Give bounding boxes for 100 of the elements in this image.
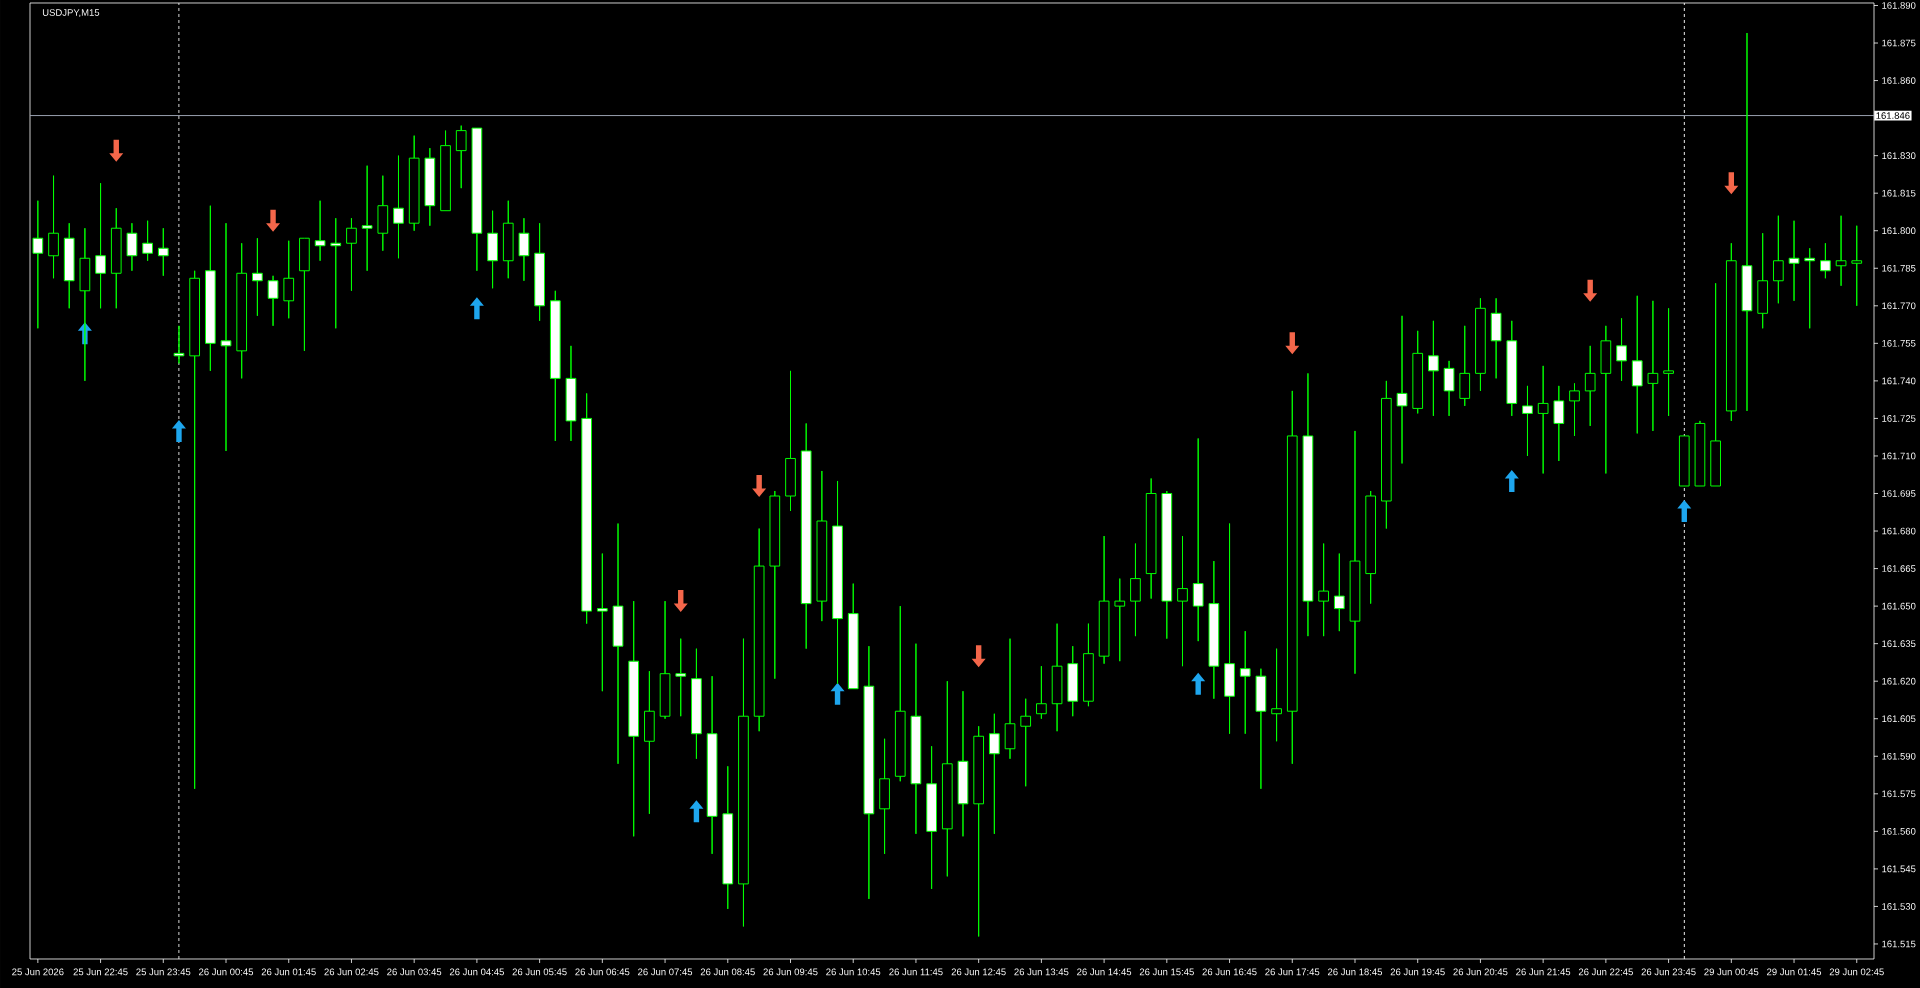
candlestick [910,643,922,835]
candlestick [393,155,404,259]
candlestick [1616,317,1627,382]
x-tick-label: 26 Jun 03:45 [387,968,442,976]
candlestick [957,690,969,837]
candlestick [1428,320,1439,417]
candlestick [471,127,483,272]
candlestick [157,227,169,277]
x-tick-label: 26 Jun 09:45 [763,968,818,976]
y-tick-label: 161.620 [1882,677,1916,685]
candlestick [32,200,44,329]
candlestick [1631,295,1643,434]
candlestick [220,222,232,452]
y-tick-label: 161.860 [1882,77,1916,84]
x-tick-label: 26 Jun 05:45 [512,968,567,976]
candlestick [1553,385,1565,462]
candlestick [1036,665,1047,720]
candlestick [361,165,373,272]
y-tick-label: 161.665 [1882,565,1916,572]
y-tick-label: 161.650 [1882,602,1916,610]
candlestick [63,222,75,309]
x-tick-label: 26 Jun 18:45 [1327,968,1383,976]
candlestick [455,125,467,189]
x-tick-label: 26 Jun 23:45 [1641,968,1696,976]
candlestick [973,725,985,937]
x-tick-label: 26 Jun 14:45 [1077,968,1132,976]
candlestick [565,345,577,442]
candlestick [1475,297,1486,392]
candlestick [1647,300,1659,432]
ref-line-label: 161.846 [1876,112,1910,119]
y-tick-label: 161.575 [1882,790,1916,798]
candlestick [628,600,640,837]
candlestick [1365,490,1377,605]
candlestick [1694,420,1706,487]
y-tick-label: 161.560 [1882,827,1916,835]
candlestick [1506,320,1518,417]
y-tick-label: 161.755 [1882,339,1916,347]
x-tick-label: 29 Jun 00:45 [1704,968,1759,976]
candlestick [753,528,765,732]
y-tick-label: 161.515 [1882,940,1916,948]
candlestick [769,490,781,680]
candlestick [1710,282,1721,487]
x-tick-label: 26 Jun 10:45 [826,968,881,976]
x-tick-label: 26 Jun 20:45 [1453,968,1508,976]
candlestick [1820,242,1831,279]
x-tick-label: 25 Jun 23:45 [136,968,191,976]
candlestick [1208,560,1220,700]
candlestick [549,290,561,442]
y-tick-label: 161.710 [1882,452,1916,460]
candlestick [346,217,357,292]
x-tick-label: 26 Jun 11:45 [889,968,943,976]
x-tick-label: 26 Jun 15:45 [1139,968,1194,976]
candlestick [1678,435,1690,487]
x-tick-label: 26 Jun 22:45 [1578,968,1633,976]
candlestick [126,222,138,272]
x-tick-label: 26 Jun 08:45 [700,968,755,976]
candlestick [1569,382,1580,437]
candlestick [1114,578,1126,662]
x-tick-label: 26 Jun 00:45 [199,968,254,976]
x-tick-label: 26 Jun 21:45 [1516,968,1571,976]
x-tick-label: 29 Jun 01:45 [1767,968,1822,976]
candlestick [1851,225,1863,307]
candlestick [142,220,153,262]
candlestick [644,670,655,815]
candlestick [1725,242,1737,422]
candlestick [941,680,953,877]
candlestick [800,422,812,650]
candlestick [691,648,702,760]
candlestick [440,130,451,212]
candlestick [722,765,734,910]
y-tick-label: 161.770 [1882,302,1916,310]
y-tick-label: 161.695 [1882,490,1916,497]
candlestick [706,675,718,855]
candlestick [1004,638,1016,760]
candlestick [518,217,530,282]
y-tick-label: 161.605 [1882,715,1916,723]
candlestick [596,553,608,692]
candlestick [1192,437,1204,642]
candlestick [847,583,859,690]
candlestick [110,207,122,309]
candlestick [1145,477,1157,600]
candlestick [236,242,248,379]
candlestick [612,523,624,765]
candlestick [675,638,687,717]
candlestick [1020,698,1032,787]
x-tick-label: 26 Jun 02:45 [324,968,379,976]
candlestick [48,175,59,279]
candlestick [1772,215,1784,304]
candlestick [785,370,796,512]
candlestick [1412,330,1424,414]
candlestick [330,217,342,329]
candlestick [894,605,906,782]
candlestick [408,135,420,232]
candlestick [1271,648,1282,742]
x-tick-label: 29 Jun 02:45 [1829,968,1884,976]
y-tick-label: 161.740 [1882,377,1916,385]
y-tick-label: 161.530 [1882,903,1916,910]
candlestick [1835,215,1847,287]
candlestick [738,638,749,927]
candlestick [1083,623,1094,707]
